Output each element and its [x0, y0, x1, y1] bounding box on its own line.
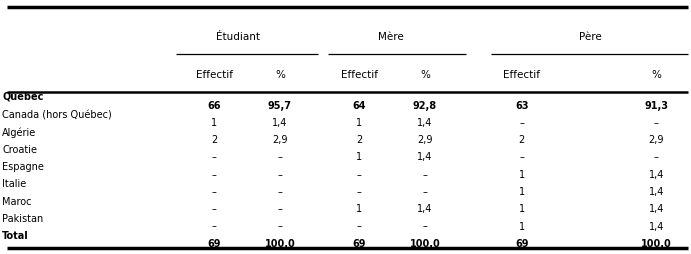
Text: –: – — [211, 169, 217, 179]
Text: %: % — [275, 70, 285, 80]
Text: 2: 2 — [518, 135, 525, 145]
Text: Espagne: Espagne — [2, 161, 44, 171]
Text: Mère: Mère — [377, 32, 404, 42]
Text: 1,4: 1,4 — [417, 117, 433, 127]
Text: 91,3: 91,3 — [645, 100, 668, 110]
Text: Québec: Québec — [2, 92, 44, 103]
Text: 1: 1 — [519, 186, 524, 196]
Text: –: – — [211, 186, 217, 196]
Text: Italie: Italie — [2, 179, 26, 188]
Text: –: – — [277, 186, 283, 196]
Text: –: – — [654, 152, 659, 162]
Text: –: – — [357, 221, 362, 231]
Text: –: – — [277, 169, 283, 179]
Text: –: – — [519, 152, 524, 162]
Text: Pakistan: Pakistan — [2, 213, 44, 223]
Text: 1: 1 — [519, 203, 524, 213]
Text: 1,4: 1,4 — [649, 203, 664, 213]
Text: –: – — [519, 117, 524, 127]
Text: –: – — [654, 117, 659, 127]
Text: 1: 1 — [357, 117, 362, 127]
Text: 1,4: 1,4 — [272, 117, 287, 127]
Text: 95,7: 95,7 — [268, 100, 292, 110]
Text: 69: 69 — [515, 238, 529, 248]
Text: Maroc: Maroc — [2, 196, 32, 206]
Text: Algérie: Algérie — [2, 127, 37, 137]
Text: –: – — [422, 169, 428, 179]
Text: 100,0: 100,0 — [641, 238, 672, 248]
Text: 1,4: 1,4 — [417, 203, 433, 213]
Text: 2,9: 2,9 — [417, 135, 433, 145]
Text: 69: 69 — [352, 238, 366, 248]
Text: –: – — [277, 221, 283, 231]
Text: 1,4: 1,4 — [649, 186, 664, 196]
Text: –: – — [277, 152, 283, 162]
Text: –: – — [422, 221, 428, 231]
Text: 1: 1 — [211, 117, 217, 127]
Text: 1: 1 — [519, 169, 524, 179]
Text: Effectif: Effectif — [196, 70, 233, 80]
Text: 100,0: 100,0 — [410, 238, 440, 248]
Text: 1,4: 1,4 — [417, 152, 433, 162]
Text: 2: 2 — [356, 135, 363, 145]
Text: %: % — [420, 70, 430, 80]
Text: Croatie: Croatie — [2, 144, 37, 154]
Text: 92,8: 92,8 — [413, 100, 437, 110]
Text: 69: 69 — [207, 238, 221, 248]
Text: 64: 64 — [352, 100, 366, 110]
Text: 2: 2 — [211, 135, 218, 145]
Text: –: – — [211, 152, 217, 162]
Text: 1: 1 — [519, 221, 524, 231]
Text: 2,9: 2,9 — [649, 135, 664, 145]
Text: –: – — [211, 221, 217, 231]
Text: –: – — [211, 203, 217, 213]
Text: 1,4: 1,4 — [649, 169, 664, 179]
Text: %: % — [652, 70, 661, 80]
Text: 100,0: 100,0 — [265, 238, 295, 248]
Text: –: – — [277, 203, 283, 213]
Text: 1,4: 1,4 — [649, 221, 664, 231]
Text: Effectif: Effectif — [341, 70, 378, 80]
Text: –: – — [422, 186, 428, 196]
Text: Canada (hors Québec): Canada (hors Québec) — [2, 110, 112, 120]
Text: 2,9: 2,9 — [272, 135, 287, 145]
Text: Total: Total — [2, 230, 29, 240]
Text: 63: 63 — [515, 100, 529, 110]
Text: Effectif: Effectif — [503, 70, 540, 80]
Text: Étudiant: Étudiant — [216, 32, 261, 42]
Text: –: – — [357, 186, 362, 196]
Text: 1: 1 — [357, 203, 362, 213]
Text: 66: 66 — [207, 100, 221, 110]
Text: –: – — [357, 169, 362, 179]
Text: Père: Père — [580, 32, 602, 42]
Text: 1: 1 — [357, 152, 362, 162]
